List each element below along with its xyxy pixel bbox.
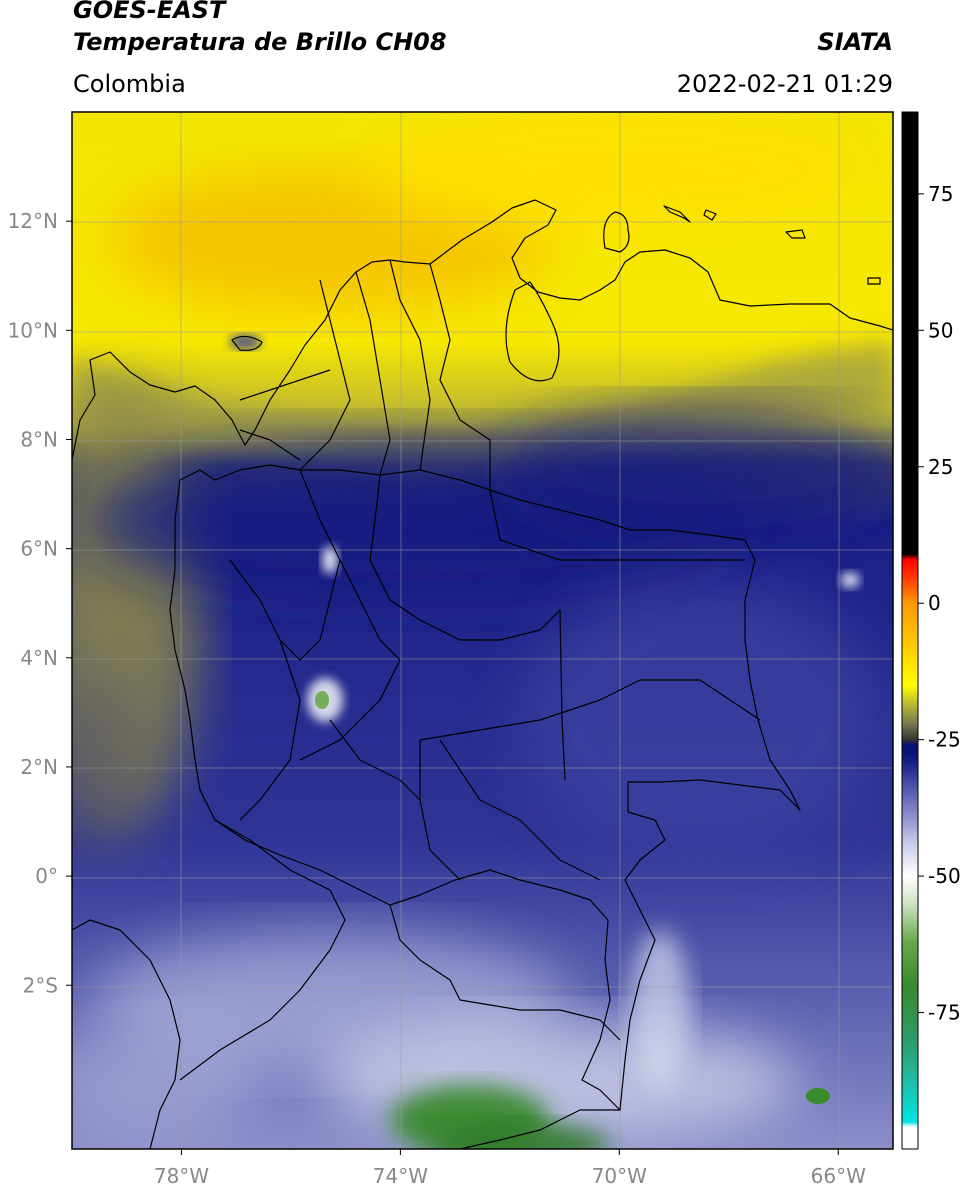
colorbar-ticks: 75 50 25 0 -25 -50 -75: [918, 182, 961, 1025]
colorbar-tick-label: 25: [928, 455, 953, 479]
lon-tick-label: 78°W: [154, 1164, 209, 1188]
colorbar-tick-label: -75: [928, 1001, 961, 1025]
lat-tick-label: 0°: [35, 864, 58, 888]
lon-tick-label: 74°W: [373, 1164, 428, 1188]
lat-tick-label: 6°N: [20, 537, 58, 561]
latitude-ticks: 12°N 10°N 8°N 6°N 4°N 2°N 0° 2°S: [8, 209, 72, 997]
colorbar-tick-label: 75: [928, 182, 953, 206]
colorbar-frame: [901, 111, 919, 1150]
lat-tick-label: 2°S: [23, 973, 58, 997]
colorbar-tick-label: -25: [928, 728, 961, 752]
lat-tick-label: 8°N: [20, 427, 58, 451]
boundaries: [72, 199, 893, 1149]
satellite-imagery: [72, 112, 893, 1149]
colorbar-tick-label: 50: [928, 318, 953, 342]
gridlines: [72, 112, 893, 1149]
lat-tick-label: 12°N: [8, 209, 58, 233]
lat-tick-label: 10°N: [8, 318, 58, 342]
lon-tick-label: 70°W: [592, 1164, 647, 1188]
map-frame: [71, 111, 894, 1150]
region-label: Colombia: [73, 70, 186, 98]
colorbar-tick-label: 0: [928, 591, 941, 615]
lat-tick-label: 4°N: [20, 646, 58, 670]
organization-label: SIATA: [817, 28, 893, 56]
satellite-title: GOES-EAST: [73, 0, 226, 24]
lon-tick-label: 66°W: [811, 1164, 866, 1188]
colorbar-tick-label: -50: [928, 864, 961, 888]
product-title: Temperatura de Brillo CH08: [73, 28, 447, 56]
colorbar: [902, 112, 918, 1149]
longitude-ticks: 78°W 74°W 70°W 66°W: [154, 1149, 866, 1188]
lat-tick-label: 2°N: [20, 755, 58, 779]
timestamp-label: 2022-02-21 01:29: [676, 70, 893, 98]
